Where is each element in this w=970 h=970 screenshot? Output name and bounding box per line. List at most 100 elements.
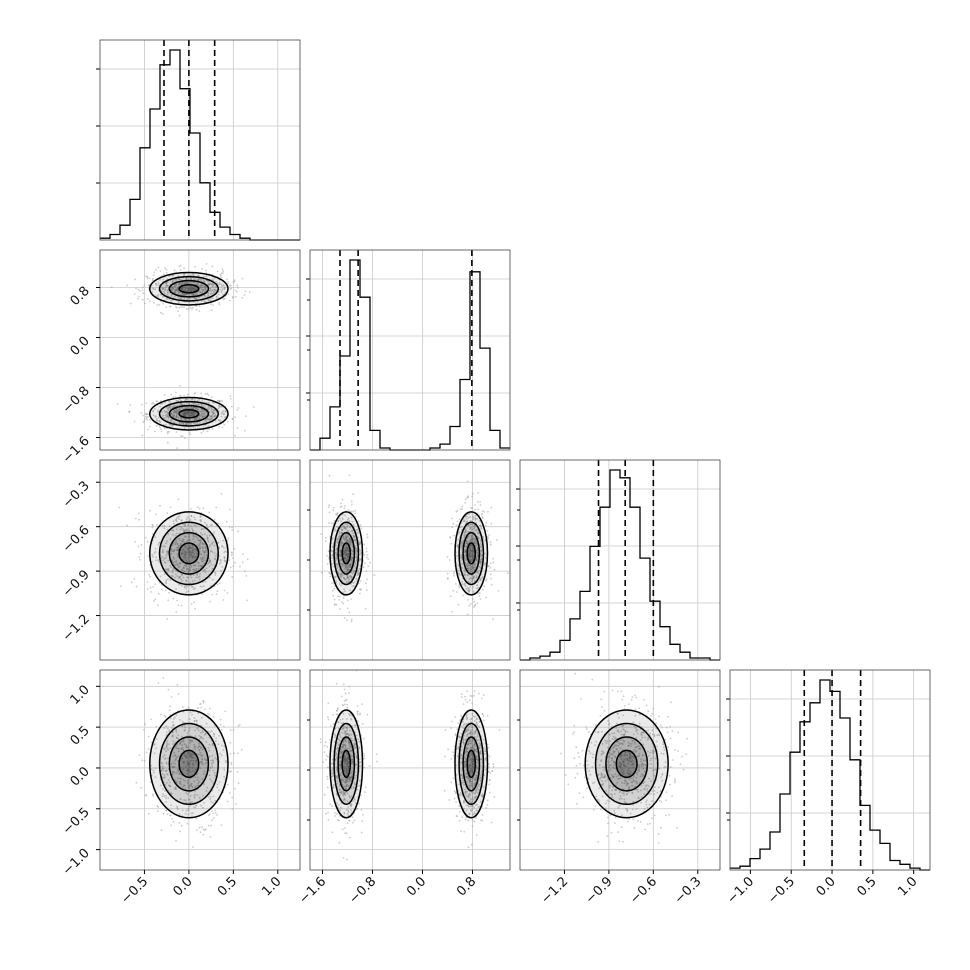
sample-point <box>199 752 202 754</box>
sample-point <box>458 518 461 520</box>
sample-point <box>336 742 339 744</box>
sample-point <box>160 761 163 764</box>
sample-point <box>191 739 194 742</box>
sample-point <box>178 773 180 776</box>
sample-point <box>137 298 139 300</box>
sample-point <box>152 795 155 797</box>
sample-point <box>142 421 145 424</box>
sample-point <box>211 551 214 553</box>
sample-point <box>184 799 187 802</box>
sample-point <box>216 295 218 298</box>
sample-point <box>155 400 158 403</box>
sample-point <box>184 551 187 554</box>
sample-point <box>165 553 168 555</box>
sample-point <box>218 404 220 407</box>
sample-point <box>158 304 161 306</box>
sample-point <box>237 530 239 533</box>
sample-point <box>184 410 187 413</box>
sample-point <box>180 578 183 581</box>
sample-point <box>161 312 164 315</box>
sample-point <box>230 763 233 766</box>
sample-point <box>188 538 191 541</box>
sample-point <box>348 745 351 747</box>
sample-point <box>178 314 181 317</box>
sample-point <box>199 539 201 542</box>
sample-point <box>341 563 344 565</box>
sample-point <box>340 572 342 575</box>
sample-point <box>177 410 180 412</box>
sample-point <box>479 524 481 527</box>
sample-point <box>461 508 463 511</box>
sample-point <box>175 728 178 731</box>
sample-point <box>325 758 327 761</box>
sample-point <box>172 520 175 523</box>
sample-point <box>207 796 210 798</box>
sample-point <box>192 281 195 284</box>
sample-point <box>154 550 157 553</box>
sample-point <box>475 558 478 561</box>
sample-point <box>110 286 113 289</box>
sample-point <box>184 398 187 400</box>
sample-point <box>197 782 199 785</box>
sample-point <box>449 595 452 598</box>
sample-point <box>195 761 198 764</box>
sample-point <box>350 733 353 736</box>
sample-point <box>187 782 189 785</box>
sample-point <box>346 566 349 568</box>
sample-point <box>170 393 173 396</box>
sample-point <box>325 536 327 539</box>
sample-point <box>209 798 212 800</box>
sample-point <box>169 814 172 817</box>
sample-point <box>171 550 174 553</box>
sample-point <box>190 576 193 579</box>
sample-point <box>154 583 157 586</box>
sample-point <box>204 521 206 524</box>
sample-point <box>168 400 171 403</box>
sample-point <box>463 531 465 534</box>
sample-point <box>186 287 189 290</box>
sample-point <box>219 288 221 291</box>
sample-point <box>177 760 179 762</box>
sample-point <box>336 721 339 723</box>
sample-point <box>193 524 196 526</box>
scatter-panel-0-2 <box>99 459 301 661</box>
sample-point <box>471 492 474 495</box>
sample-point <box>357 572 359 575</box>
sample-point <box>210 415 213 418</box>
sample-point <box>153 744 155 746</box>
sample-point <box>221 288 224 290</box>
sample-point <box>327 819 330 821</box>
sample-point <box>199 545 201 548</box>
sample-point <box>233 548 236 550</box>
sample-point <box>202 700 205 702</box>
sample-point <box>180 399 182 402</box>
sample-point <box>165 745 168 748</box>
sample-point <box>185 591 188 593</box>
sample-point <box>176 413 179 415</box>
sample-point <box>194 759 197 762</box>
sample-point <box>190 308 193 310</box>
sample-point <box>346 703 349 706</box>
sample-point <box>485 596 487 599</box>
sample-point <box>170 824 173 827</box>
sample-point <box>469 528 471 530</box>
sample-point <box>182 523 184 526</box>
sample-point <box>166 528 169 531</box>
sample-point <box>203 401 206 403</box>
sample-point <box>179 830 182 833</box>
sample-point <box>194 556 196 559</box>
sample-point <box>358 784 361 787</box>
sample-point <box>344 832 347 834</box>
density-level <box>159 522 219 585</box>
density-level <box>169 736 209 791</box>
sample-point <box>479 542 482 545</box>
sample-point <box>188 729 190 732</box>
sample-point <box>335 792 338 795</box>
sample-point <box>331 582 333 585</box>
sample-point <box>201 586 204 588</box>
sample-point <box>497 590 500 592</box>
sample-point <box>155 523 158 526</box>
sample-point <box>163 748 166 751</box>
sample-point <box>160 545 163 548</box>
